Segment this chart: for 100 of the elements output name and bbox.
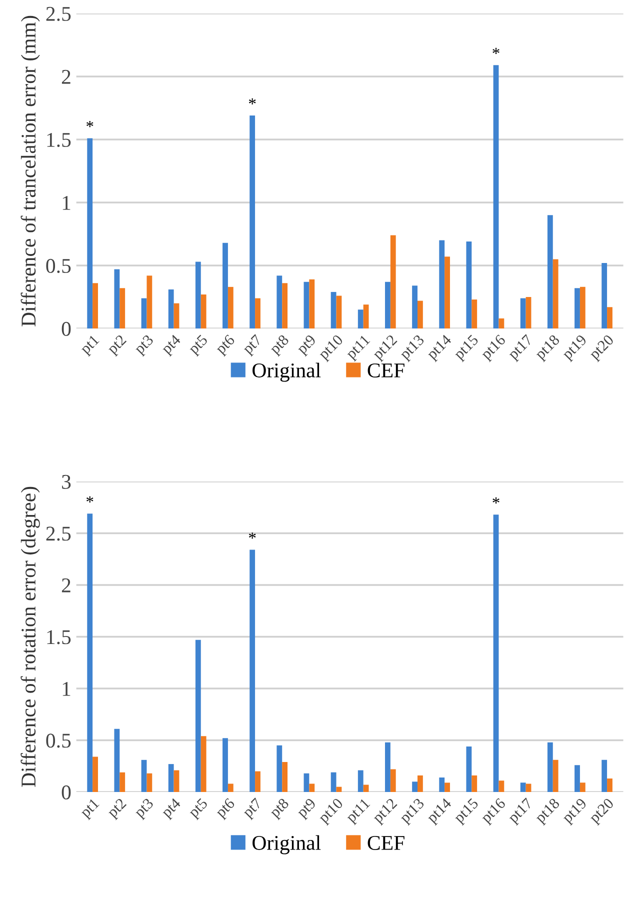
legend-label: Original: [252, 835, 321, 854]
bar: [498, 318, 504, 328]
bar: [168, 289, 174, 328]
bar: [520, 298, 526, 328]
bar: [552, 760, 558, 792]
bar: [174, 770, 180, 792]
bar: [417, 300, 423, 328]
bar: [412, 286, 418, 328]
bar: [466, 242, 472, 328]
bar: [439, 778, 445, 792]
y-tick-label: 2.5: [46, 526, 71, 541]
y-tick-label: 1.5: [47, 630, 71, 644]
x-tick-label: pt1: [79, 334, 102, 357]
bar: [472, 300, 478, 328]
bar: [498, 780, 504, 792]
bar: [200, 294, 206, 328]
bar: [120, 288, 126, 328]
bar: [444, 256, 450, 328]
bar: [520, 782, 526, 792]
annotation: *: [86, 496, 94, 502]
bar: [141, 760, 147, 792]
bar: [255, 298, 260, 328]
bar: [222, 242, 228, 328]
bar: [385, 282, 390, 328]
bar: [195, 640, 201, 792]
y-tick-label: 0.5: [46, 258, 71, 274]
x-tick-label: pt5: [188, 334, 210, 357]
x-tick-label: pt3: [133, 798, 156, 820]
bar: [472, 775, 478, 792]
bar: [255, 771, 260, 792]
bar: [330, 292, 336, 328]
bar: [493, 65, 499, 328]
bar: [92, 283, 98, 328]
y-axis-title: Difference of rotation error (degree): [20, 486, 40, 787]
y-tick-label: 1: [62, 196, 70, 210]
bar: [250, 550, 256, 792]
annotation: *: [248, 98, 256, 104]
y-tick-label: 2.5: [46, 6, 71, 22]
x-tick-label: pt11: [345, 334, 372, 362]
bar: [282, 762, 288, 792]
bar: [114, 269, 120, 328]
bar: [363, 304, 369, 328]
bar: [195, 262, 201, 328]
bar: [114, 728, 120, 792]
bar: [390, 769, 396, 792]
y-tick-label: 1: [62, 682, 70, 696]
bar: [574, 765, 580, 792]
x-tick-label: pt7: [242, 334, 265, 357]
bar: [526, 784, 532, 792]
bar: [276, 276, 282, 328]
bar: [250, 116, 256, 328]
y-tick-label: 0: [62, 322, 71, 336]
bar: [282, 283, 288, 328]
bar: [168, 764, 174, 792]
bar: [602, 760, 608, 792]
bar: [466, 746, 472, 792]
bar: [417, 775, 423, 792]
x-tick-label: pt6: [214, 798, 238, 820]
bar: [390, 235, 396, 328]
bar: [444, 782, 450, 792]
bar: [493, 514, 499, 792]
annotation: *: [492, 48, 500, 54]
annotation: *: [248, 532, 256, 539]
bar: [222, 738, 228, 792]
bar: [552, 259, 558, 328]
legend-label: CEF: [368, 363, 404, 378]
bar: [412, 782, 418, 792]
bar: [547, 742, 553, 792]
annotation: *: [492, 497, 500, 504]
bar: [607, 778, 612, 792]
bar: [87, 138, 93, 328]
y-tick-label: 1.5: [47, 132, 71, 148]
bar: [228, 286, 234, 328]
bar: [602, 262, 608, 328]
x-tick-label: pt8: [268, 798, 292, 820]
x-tick-label: pt5: [188, 798, 210, 820]
bar: [146, 773, 152, 792]
bar: [304, 773, 310, 792]
bar: [309, 279, 315, 328]
y-tick-label: 3: [62, 474, 71, 489]
bar: [276, 745, 282, 792]
y-tick-label: 2: [62, 578, 70, 592]
x-tick-label: pt6: [214, 334, 238, 357]
y-axis-title: Difference of trancelation error (mm): [20, 16, 40, 326]
bar: [120, 772, 126, 792]
bar: [309, 784, 315, 792]
bar: [358, 770, 364, 792]
bar: [526, 297, 532, 328]
bar: [304, 282, 310, 328]
x-tick-label: pt4: [160, 334, 184, 357]
x-tick-label: pt11: [345, 798, 372, 826]
x-tick-label: pt8: [268, 334, 292, 357]
x-tick-label: pt2: [106, 798, 129, 820]
y-tick-label: 0: [62, 785, 71, 800]
y-tick-label: 0.5: [46, 734, 71, 748]
x-tick-label: pt7: [242, 798, 265, 820]
x-tick-label: pt4: [160, 797, 184, 820]
x-tick-label: pt9: [296, 798, 319, 820]
legend-label: Original: [252, 362, 321, 382]
bar: [580, 286, 586, 328]
